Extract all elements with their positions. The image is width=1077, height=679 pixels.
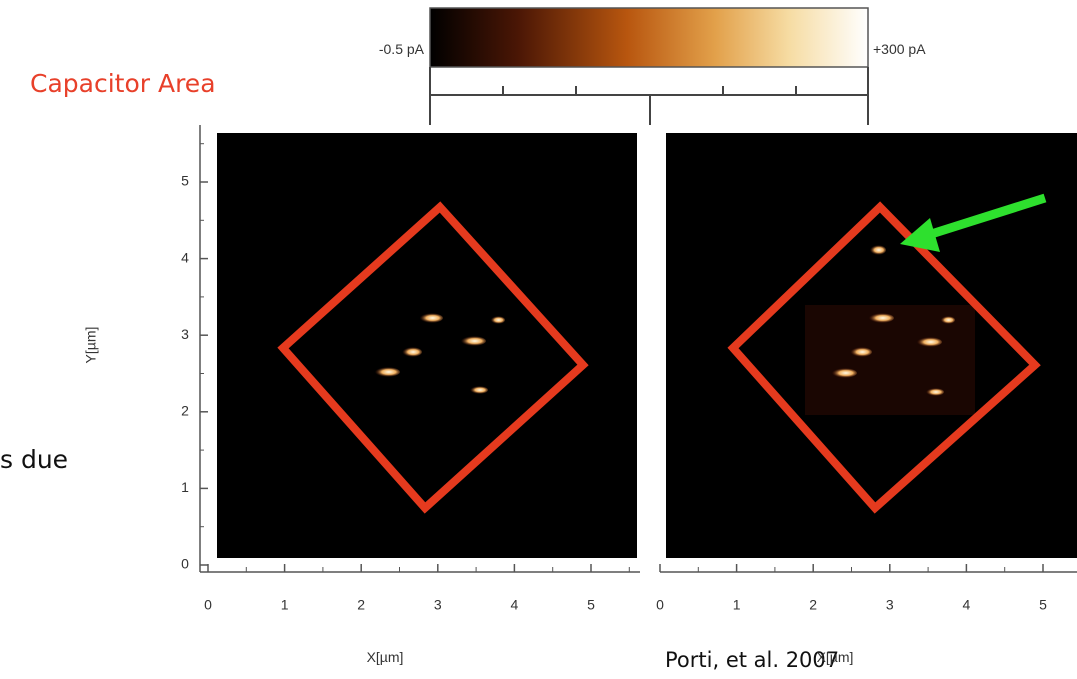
colorbar-min-label: -0.5 pA — [379, 41, 425, 57]
x-tick-label: 2 — [357, 597, 365, 613]
x-tick-label: 4 — [511, 597, 519, 613]
page: Capacitor Area s due Porti, et al. 2007 … — [0, 0, 1077, 679]
colorbar-frame — [430, 67, 868, 125]
y-tick-label: 0 — [181, 556, 189, 572]
y-tick-label: 5 — [181, 173, 189, 189]
x-tick-label: 0 — [204, 597, 212, 613]
x-tick-label: 4 — [963, 597, 971, 613]
x-tick-label: 1 — [733, 597, 741, 613]
x-tick-label: 5 — [1039, 597, 1047, 613]
x-tick-label: 0 — [656, 597, 664, 613]
x-tick-label: 3 — [434, 597, 442, 613]
y-tick-label: 4 — [181, 249, 189, 265]
heading: Capacitor Area — [30, 69, 216, 98]
colorbar-max-label: +300 pA — [873, 41, 926, 57]
x-axis-label: X[µm] — [367, 649, 404, 665]
x-axis-label: X[µm] — [817, 649, 854, 665]
y-axis-label: Y[µm] — [83, 327, 99, 364]
x-tick-label: 5 — [587, 597, 595, 613]
y-tick-label: 1 — [181, 479, 189, 495]
x-tick-label: 2 — [809, 597, 817, 613]
colorbar — [430, 8, 868, 67]
side-text: s due — [0, 445, 68, 474]
y-tick-label: 3 — [181, 326, 189, 342]
x-tick-label: 3 — [886, 597, 894, 613]
y-tick-label: 2 — [181, 403, 189, 419]
x-tick-label: 1 — [281, 597, 289, 613]
citation: Porti, et al. 2007 — [665, 648, 839, 672]
slide: Capacitor Area s due Porti, et al. 2007 … — [0, 0, 1077, 679]
